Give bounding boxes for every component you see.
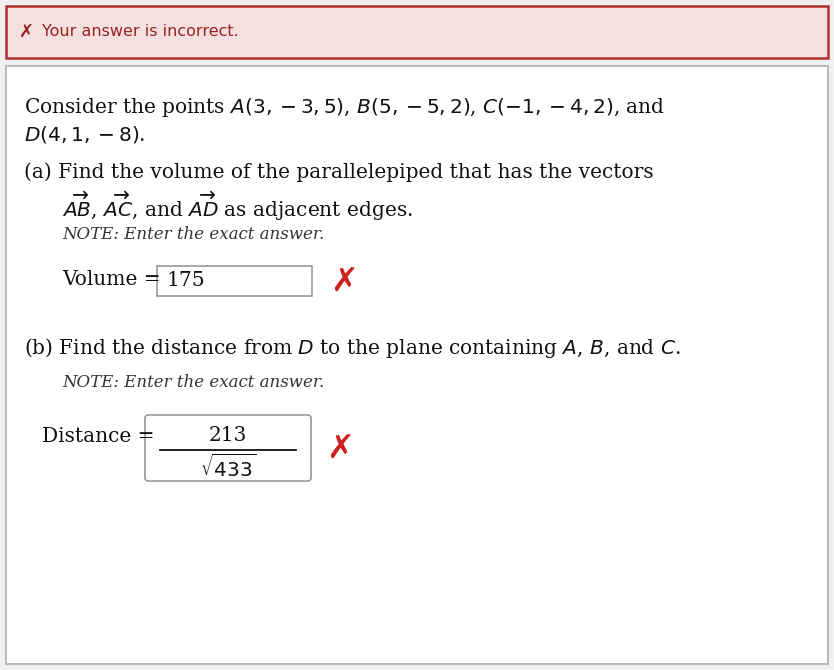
Text: ✗: ✗ (330, 265, 358, 297)
Text: Consider the points $A(3,-3,5)$, $B(5,-5,2)$, $C(-1,-4,2)$, and: Consider the points $A(3,-3,5)$, $B(5,-5… (24, 96, 665, 119)
Text: 175: 175 (167, 271, 206, 291)
FancyBboxPatch shape (6, 6, 828, 58)
Text: (b) Find the distance from $D$ to the plane containing $A$, $B$, and $C$.: (b) Find the distance from $D$ to the pl… (24, 336, 681, 360)
Text: ✗: ✗ (18, 23, 33, 41)
FancyBboxPatch shape (157, 266, 312, 296)
FancyBboxPatch shape (6, 66, 828, 664)
FancyBboxPatch shape (145, 415, 311, 481)
Text: NOTE: Enter the exact answer.: NOTE: Enter the exact answer. (62, 374, 324, 391)
Text: $\sqrt{433}$: $\sqrt{433}$ (199, 454, 256, 481)
Text: $D(4,1,-8)$.: $D(4,1,-8)$. (24, 124, 145, 145)
Text: NOTE: Enter the exact answer.: NOTE: Enter the exact answer. (62, 226, 324, 243)
Text: $\overrightarrow{AB}$, $\overrightarrow{AC}$, and $\overrightarrow{AD}$ as adjac: $\overrightarrow{AB}$, $\overrightarrow{… (62, 190, 413, 223)
Text: ✗: ✗ (326, 431, 354, 464)
Text: (a) Find the volume of the parallelepiped that has the vectors: (a) Find the volume of the parallelepipe… (24, 162, 654, 182)
Text: Distance =: Distance = (42, 427, 161, 446)
Text: 213: 213 (208, 426, 247, 445)
Text: Volume =: Volume = (62, 270, 167, 289)
Text: Your answer is incorrect.: Your answer is incorrect. (42, 25, 239, 40)
